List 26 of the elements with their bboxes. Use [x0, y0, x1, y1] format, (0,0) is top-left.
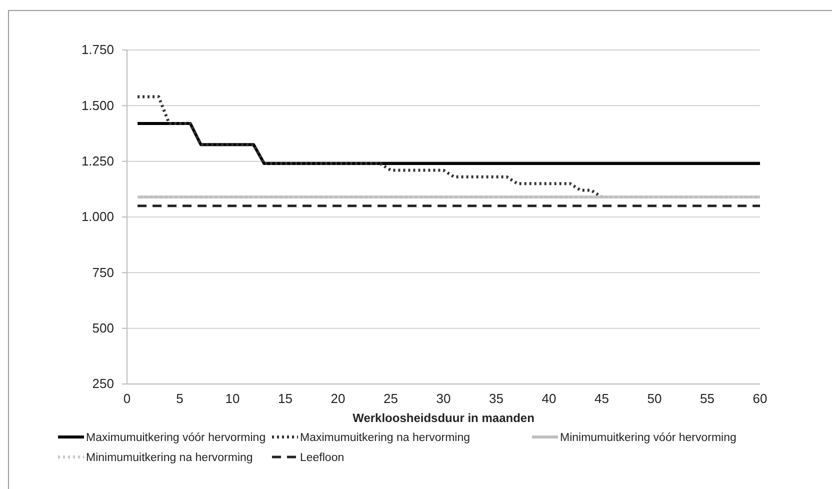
- x-tick-label: 60: [752, 391, 768, 406]
- x-tick-label: 30: [436, 391, 451, 406]
- x-tick-label: 55: [700, 391, 714, 406]
- legend-label: Minimumuitkering vóór hervorming: [560, 432, 736, 444]
- y-tick-label: 250: [92, 376, 114, 392]
- x-tick-label: 35: [489, 391, 504, 406]
- legend-label: Maximumuitkering vóór hervorming: [86, 432, 266, 444]
- x-tick-label: 5: [176, 391, 184, 406]
- x-tick-label: 50: [647, 391, 662, 406]
- y-tick-label: 1.750: [81, 42, 114, 58]
- y-tick-label: 1.500: [81, 98, 114, 113]
- x-tick-label: 45: [594, 391, 609, 406]
- x-tick-label: 10: [225, 391, 240, 406]
- x-tick-label: 15: [278, 391, 292, 406]
- y-tick-label: 750: [92, 264, 114, 280]
- x-tick-label: 20: [330, 391, 346, 406]
- x-axis-title: Werkloosheidsduur in maanden: [352, 411, 534, 425]
- x-tick-label: 40: [542, 391, 556, 406]
- y-tick-label: 1.000: [81, 209, 114, 224]
- legend-label: Leefloon: [300, 452, 344, 464]
- y-tick-label: 1.250: [81, 153, 114, 168]
- legend-label: Minimumuitkering na hervorming: [86, 452, 253, 464]
- y-tick-label: 500: [92, 320, 114, 336]
- legend-label: Maximumuitkering na hervorming: [300, 432, 470, 444]
- x-tick-label: 0: [123, 391, 131, 406]
- x-tick-label: 25: [384, 391, 398, 406]
